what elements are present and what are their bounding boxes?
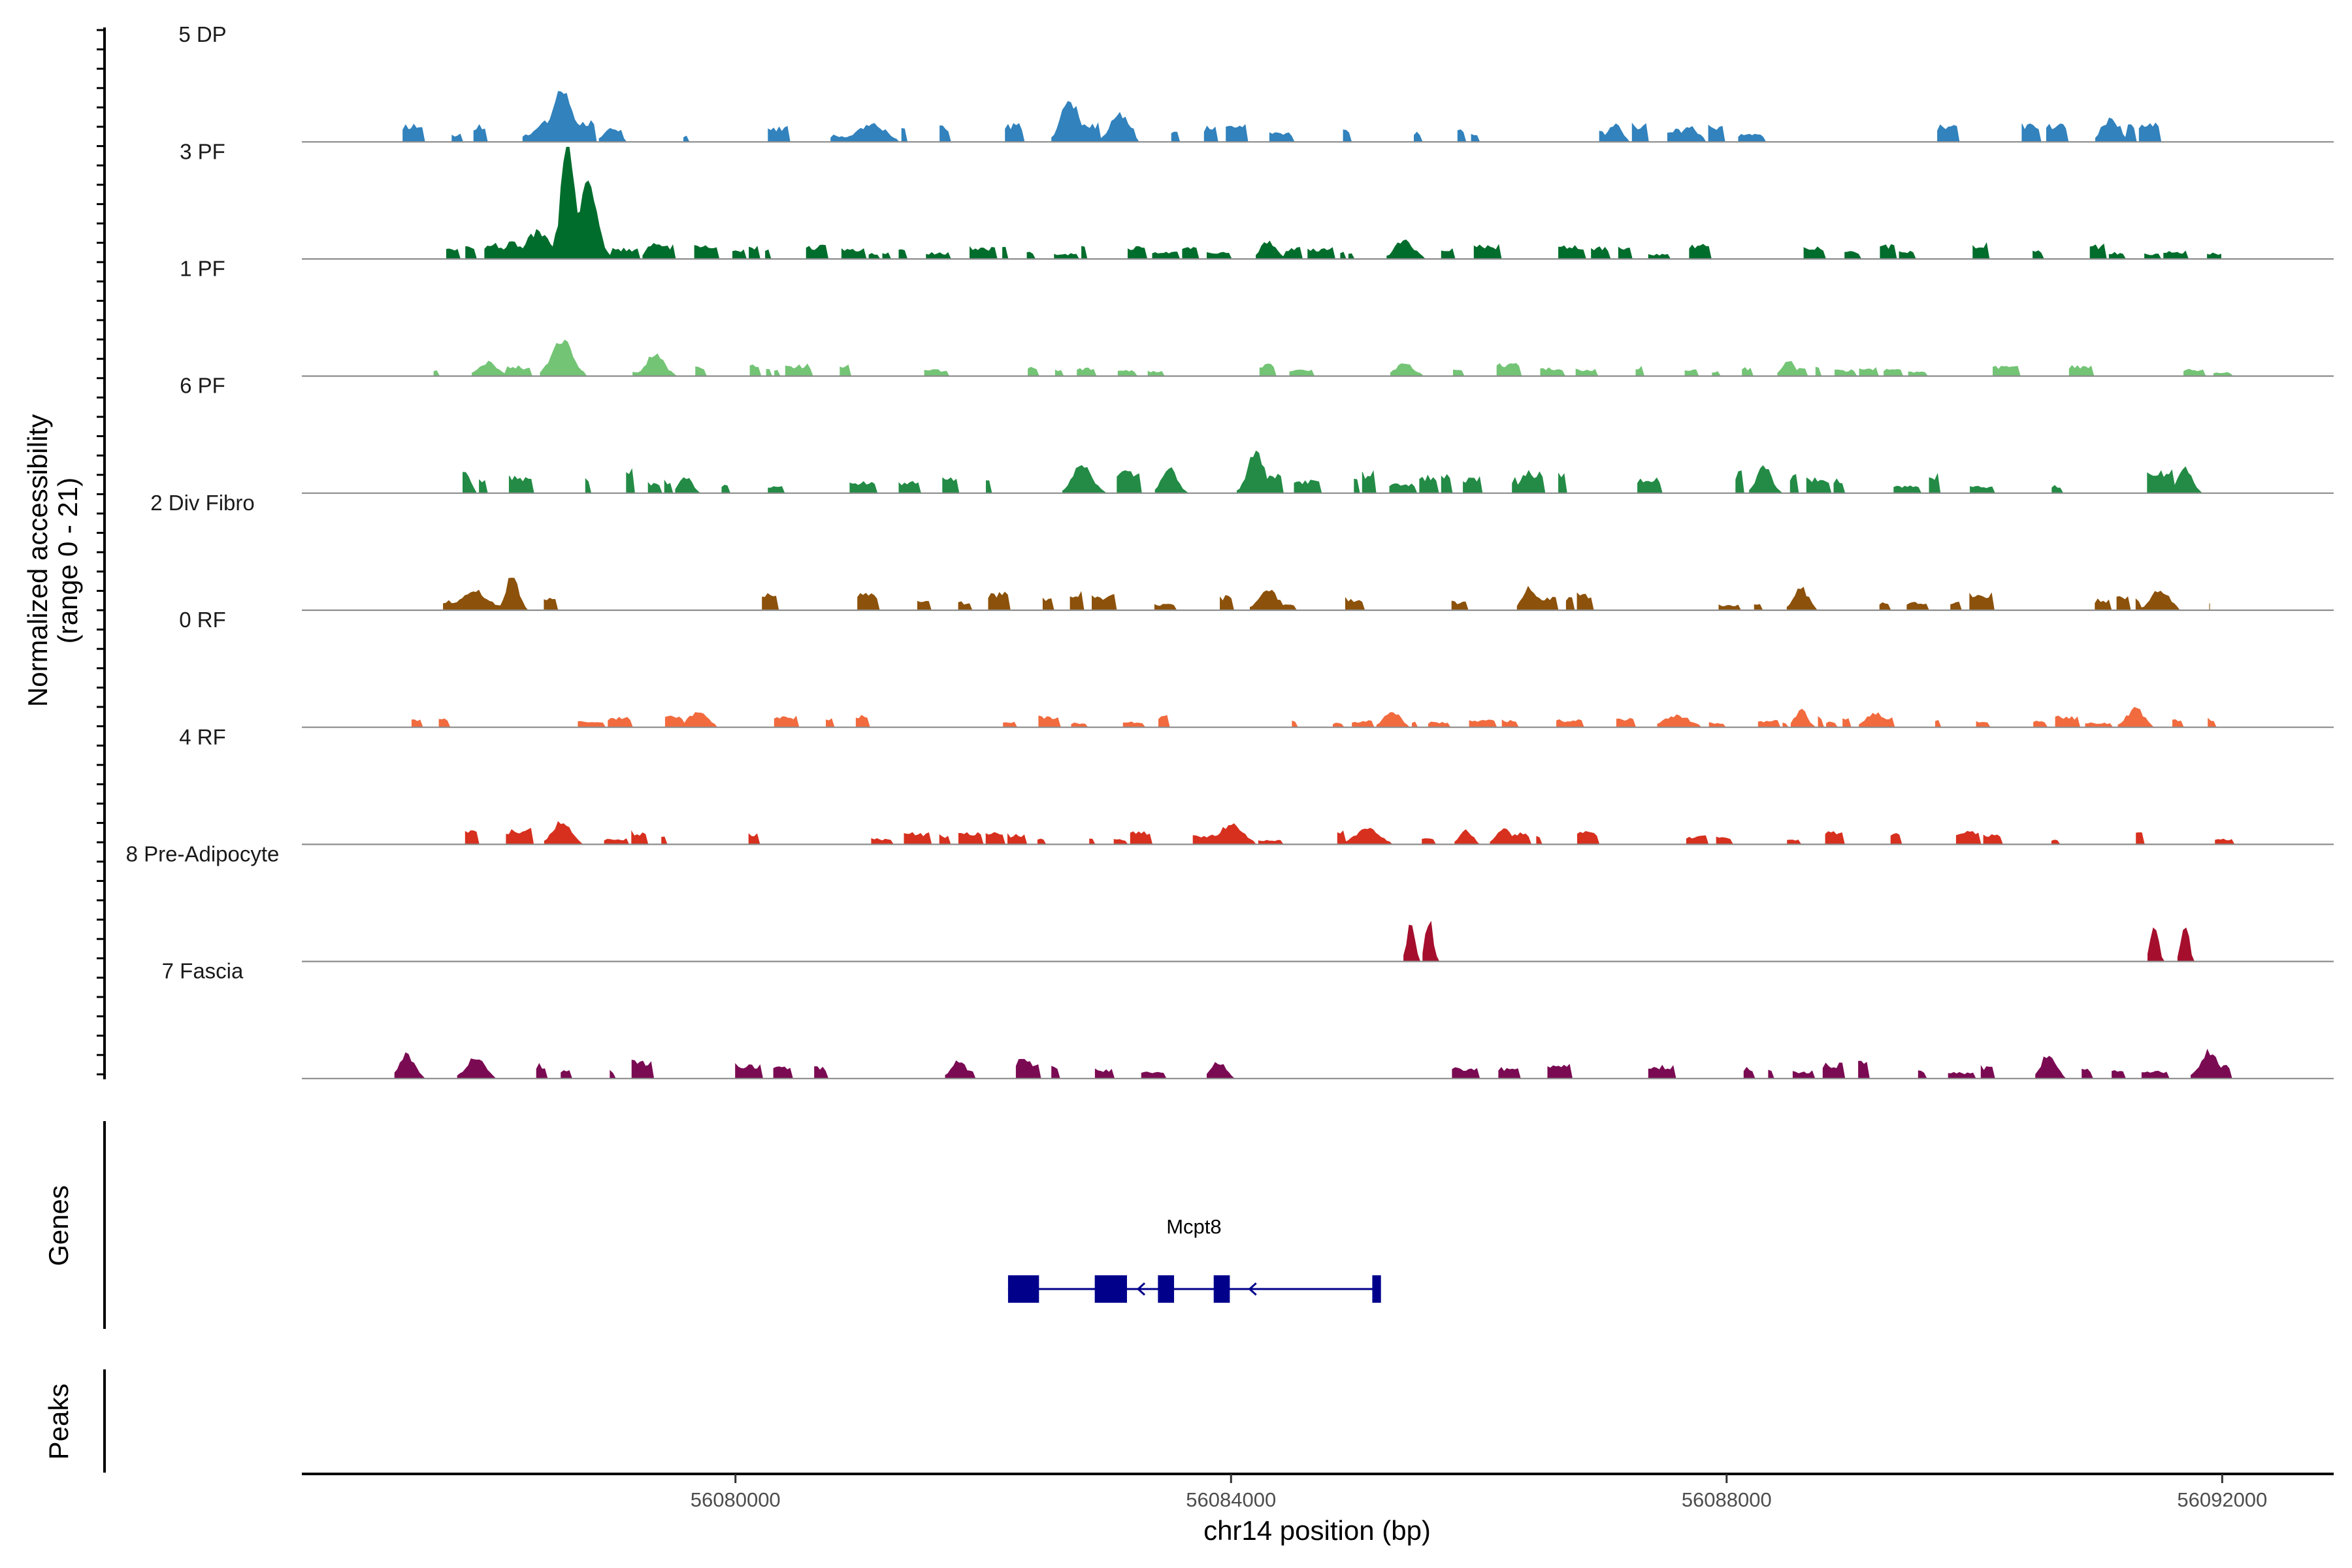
genes-panel: Genes Mcpt8 xyxy=(43,1121,1381,1329)
coverage-tracks: 5 DP 3 PF 1 PF 6 PF 2 Div Fibro 0 RF 4 RF 8 Pre… xyxy=(126,22,2334,1079)
x-tick-label: 56080000 xyxy=(691,1488,781,1511)
coverage-area xyxy=(463,450,2203,494)
gene-exon xyxy=(1372,1275,1381,1303)
coverage-track: 2 Div Fibro xyxy=(150,491,2334,612)
coverage-area xyxy=(1403,921,2195,962)
coverage-track: 8 Pre-Adipocyte xyxy=(126,842,2334,962)
coverage-track: 1 PF xyxy=(180,257,2334,377)
coverage-track: 6 PF xyxy=(180,374,2334,494)
peaks-panel: Peaks xyxy=(43,1369,106,1473)
gene-exon xyxy=(1094,1275,1127,1303)
genes-panel-label: Genes xyxy=(43,1185,74,1266)
x-axis-title: chr14 position (bp) xyxy=(1203,1515,1431,1546)
coverage-area xyxy=(443,578,2210,611)
y-axis-title: Normalized accessibility xyxy=(22,414,53,707)
coverage-y-axis xyxy=(97,27,106,1079)
coverage-area xyxy=(411,706,2217,728)
track-label: 1 PF xyxy=(180,257,225,281)
coverage-area xyxy=(433,339,2234,377)
gene-exon xyxy=(1007,1275,1039,1303)
strand-arrow xyxy=(1136,1282,1146,1296)
coverage-track: 0 RF xyxy=(179,608,2334,728)
x-axis: 56080000 56084000 56088000 56092000 xyxy=(302,1473,2334,1511)
strand-arrow xyxy=(1248,1282,1257,1296)
track-label: 6 PF xyxy=(180,374,225,398)
coverage-area xyxy=(446,146,2221,259)
coverage-track: 3 PF xyxy=(180,139,2334,260)
coverage-area xyxy=(394,1049,2232,1079)
coverage-area xyxy=(465,821,2235,845)
gene-label: Mcpt8 xyxy=(1166,1215,1221,1238)
gene-exon xyxy=(1213,1275,1230,1303)
track-label: 7 Fascia xyxy=(162,959,244,983)
x-tick-label: 56088000 xyxy=(1682,1488,1772,1511)
track-label: 4 RF xyxy=(179,725,226,749)
coverage-area xyxy=(402,91,2162,142)
x-tick-label: 56092000 xyxy=(2177,1488,2267,1511)
track-label: 5 DP xyxy=(178,22,226,46)
gene-exon xyxy=(1158,1275,1175,1303)
coverage-track: 5 DP xyxy=(178,22,2334,143)
y-axis-range: (range 0 - 21) xyxy=(52,478,83,644)
track-label: 8 Pre-Adipocyte xyxy=(126,842,280,866)
track-label: 3 PF xyxy=(180,139,225,163)
track-label: 0 RF xyxy=(179,608,226,632)
coverage-track: 4 RF xyxy=(179,725,2334,845)
coverage-track: 7 Fascia xyxy=(162,959,2334,1079)
x-tick-label: 56084000 xyxy=(1186,1488,1276,1511)
track-label: 2 Div Fibro xyxy=(150,491,255,515)
gene-model-mcpt8 xyxy=(1007,1275,1381,1303)
peaks-panel-label: Peaks xyxy=(43,1384,74,1460)
